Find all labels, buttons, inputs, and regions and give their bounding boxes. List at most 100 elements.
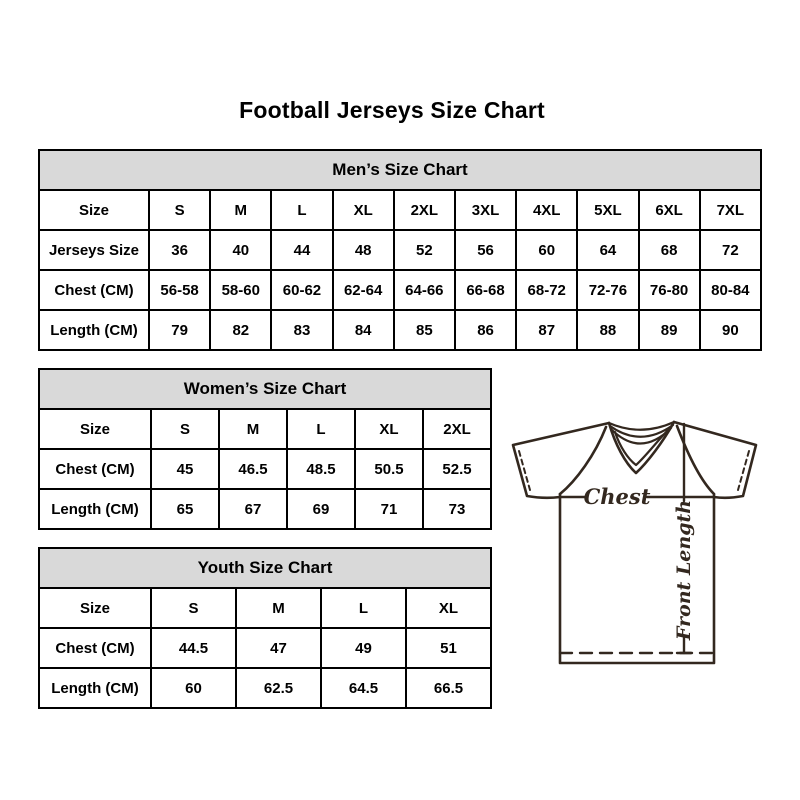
size-value-cell: 49	[320, 627, 407, 669]
table-row: Jerseys Size 36 40 44 48 52 56 60 64 68 72	[38, 229, 763, 271]
size-value-cell: 3XL	[453, 189, 518, 231]
size-value-cell: 86	[453, 309, 518, 351]
size-value-cell: 51	[405, 627, 492, 669]
row-label: Size	[38, 587, 152, 629]
size-value-cell: 73	[422, 488, 492, 530]
size-value-cell: 44.5	[150, 627, 237, 669]
size-value-cell: 90	[698, 309, 763, 351]
size-value-cell: 69	[286, 488, 356, 530]
size-value-cell: 6XL	[637, 189, 701, 231]
table-title: Youth Size Chart	[38, 547, 492, 589]
size-value-cell: 64.5	[320, 667, 407, 709]
row-label: Length (CM)	[38, 667, 152, 709]
table-row: Chest (CM) 44.5 47 49 51	[38, 627, 492, 669]
row-label: Length (CM)	[38, 488, 152, 530]
size-value-cell: L	[320, 587, 407, 629]
size-value-cell: 67	[218, 488, 288, 530]
size-value-cell: 5XL	[576, 189, 640, 231]
jersey-body	[558, 492, 716, 665]
size-value-cell: 56	[453, 229, 518, 271]
size-value-cell: XL	[331, 189, 395, 231]
size-value-cell: M	[209, 189, 273, 231]
size-value-cell: 50.5	[354, 448, 424, 490]
left-cuff-dashed-line	[518, 450, 531, 491]
size-value-cell: S	[150, 408, 220, 450]
size-value-cell: 68	[637, 229, 701, 271]
size-value-cell: 7XL	[698, 189, 763, 231]
size-value-cell: S	[150, 587, 237, 629]
youth-size-table: Youth Size Chart Size S M L XL Chest (CM) 44.5 4…	[38, 547, 492, 709]
size-value-cell: S	[147, 189, 212, 231]
table-row: Size S M L XL 2XL	[38, 408, 492, 450]
size-value-cell: L	[270, 189, 334, 231]
table-title: Men’s Size Chart	[38, 149, 762, 191]
right-cuff-dashed-line	[737, 450, 750, 491]
size-value-cell: 84	[331, 309, 395, 351]
row-label: Chest (CM)	[38, 627, 152, 669]
size-value-cell: 60-62	[270, 269, 334, 311]
jersey-left-sleeve	[511, 421, 611, 500]
table-header-row: Youth Size Chart	[38, 547, 492, 589]
size-value-cell: 47	[235, 627, 322, 669]
jersey-right-sleeve	[672, 420, 758, 500]
row-label: Size	[38, 189, 150, 231]
size-value-cell: 56-58	[147, 269, 212, 311]
table-row: Length (CM) 60 62.5 64.5 66.5	[38, 667, 492, 709]
size-value-cell: 72-76	[576, 269, 640, 311]
size-value-cell: 2XL	[392, 189, 456, 231]
size-value-cell: 60	[515, 229, 579, 271]
table-header-row: Men’s Size Chart	[38, 149, 762, 191]
size-value-cell: 64-66	[392, 269, 456, 311]
size-value-cell: 45	[150, 448, 220, 490]
size-value-cell: 72	[698, 229, 763, 271]
size-value-cell: 52.5	[422, 448, 492, 490]
size-value-cell: 66-68	[453, 269, 518, 311]
jersey-collar	[607, 420, 676, 475]
chest-label: Chest	[584, 484, 651, 509]
size-value-cell: 52	[392, 229, 456, 271]
size-value-cell: 79	[147, 309, 212, 351]
size-value-cell: 62-64	[331, 269, 395, 311]
table-row: Length (CM) 65 67 69 71 73	[38, 488, 492, 530]
mens-size-table: Men’s Size Chart Size S M L XL 2XL 3XL 4XL 5XL 6XL…	[38, 149, 763, 351]
size-value-cell: 89	[637, 309, 701, 351]
size-value-cell: 58-60	[209, 269, 273, 311]
size-value-cell: 83	[270, 309, 334, 351]
size-value-cell: 71	[354, 488, 424, 530]
size-value-cell: 62.5	[235, 667, 322, 709]
size-value-cell: 48.5	[286, 448, 356, 490]
size-value-cell: 60	[150, 667, 237, 709]
size-value-cell: 66.5	[405, 667, 492, 709]
size-value-cell: 4XL	[515, 189, 579, 231]
size-value-cell: M	[235, 587, 322, 629]
table-row: Chest (CM) 45 46.5 48.5 50.5 52.5	[38, 448, 492, 490]
size-value-cell: 65	[150, 488, 220, 530]
table-row: Length (CM) 79 82 83 84 85 86 87 88 89 90	[38, 309, 763, 351]
row-label: Jerseys Size	[38, 229, 150, 271]
row-label: Length (CM)	[38, 309, 150, 351]
size-value-cell: 68-72	[515, 269, 579, 311]
size-value-cell: 87	[515, 309, 579, 351]
jersey-measurement-diagram: Chest Front Length	[511, 420, 758, 665]
table-row: Size S M L XL	[38, 587, 492, 629]
size-value-cell: 80-84	[698, 269, 763, 311]
table-row: Size S M L XL 2XL 3XL 4XL 5XL 6XL 7XL	[38, 189, 763, 231]
row-label: Size	[38, 408, 152, 450]
size-value-cell: 82	[209, 309, 273, 351]
size-value-cell: 2XL	[422, 408, 492, 450]
size-value-cell: 76-80	[637, 269, 701, 311]
row-label: Chest (CM)	[38, 448, 152, 490]
page-title: Football Jerseys Size Chart	[239, 97, 545, 123]
size-value-cell: 36	[147, 229, 212, 271]
womens-size-table: Women’s Size Chart Size S M L XL 2XL Chest (CM)…	[38, 368, 492, 530]
size-value-cell: 40	[209, 229, 273, 271]
size-value-cell: XL	[405, 587, 492, 629]
size-value-cell: 88	[576, 309, 640, 351]
jersey-right-seam	[675, 424, 716, 496]
jersey-left-seam	[558, 425, 608, 496]
size-value-cell: L	[286, 408, 356, 450]
table-title: Women’s Size Chart	[38, 368, 492, 410]
size-value-cell: 85	[392, 309, 456, 351]
front-length-label: Front Length	[673, 500, 695, 641]
size-value-cell: 64	[576, 229, 640, 271]
